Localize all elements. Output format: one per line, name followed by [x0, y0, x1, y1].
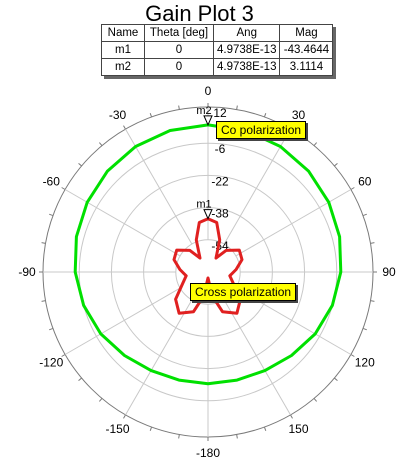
angle-tick-label: 60 [358, 175, 372, 189]
grid-tick [178, 434, 180, 439]
radial-tick-label: 12 [213, 106, 227, 120]
grid-tick [61, 354, 66, 357]
column-header-mag: Mag [279, 24, 334, 42]
grid-tick [178, 105, 180, 110]
grid-tick [49, 327, 54, 331]
cross-polarization-label: Cross polarization [190, 283, 297, 301]
grid-tick [98, 398, 103, 402]
marker-table: Name Theta [deg] Ang Mag m1 0 4.9738E-13… [101, 24, 334, 76]
marker-triangle [203, 209, 213, 220]
angle-tick-label: -90 [18, 265, 36, 279]
cell-theta: 0 [144, 58, 214, 76]
grid-tick [350, 187, 355, 190]
cell-mag: -43.4644 [279, 41, 334, 59]
grid-tick [370, 242, 375, 244]
chart-title: Gain Plot 3 [145, 1, 254, 26]
angle-tick-label: -60 [43, 175, 61, 189]
grid-tick [149, 113, 153, 118]
grid-spoke [223, 299, 291, 416]
grid-tick [263, 113, 267, 118]
angle-tick-label: -150 [105, 422, 129, 436]
grid-spoke [223, 128, 291, 245]
radial-tick-label: -6 [215, 142, 226, 156]
angle-tick-label: -120 [39, 356, 63, 370]
grid-tick [350, 354, 355, 357]
marker-label: m1 [196, 199, 211, 211]
grid-tick [41, 300, 46, 302]
angle-tick-label: -30 [109, 108, 127, 122]
grid-spoke [64, 189, 181, 257]
grid-tick [362, 327, 367, 331]
grid-tick [41, 242, 46, 244]
radial-tick-label: -54 [211, 239, 229, 253]
marker-triangle [203, 115, 213, 127]
grid-tick [236, 434, 238, 439]
angle-tick-label: 0 [205, 84, 212, 98]
grid-tick [334, 162, 338, 167]
grid-tick [334, 377, 338, 382]
angle-tick-label: 120 [355, 356, 375, 370]
grid-tick [149, 426, 153, 431]
angle-tick-label: 150 [288, 422, 308, 436]
grid-spoke [64, 287, 181, 355]
co-polarization-label: Co polarization [216, 121, 307, 139]
radial-tick-label: -22 [211, 174, 229, 188]
grid-tick [313, 142, 318, 146]
series-line [172, 217, 244, 315]
cell-mag: 3.1114 [279, 58, 334, 76]
grid-tick [61, 187, 66, 190]
column-header-name: Name [101, 24, 145, 42]
grid-spoke [125, 299, 193, 416]
series-line [73, 123, 343, 386]
marker-table-row: m2 0 4.9738E-13 3.1114 [101, 58, 334, 76]
grid-tick [123, 125, 126, 130]
grid-spoke [125, 128, 193, 245]
grid-tick [78, 162, 82, 167]
cell-name: m2 [101, 58, 145, 76]
marker-table-header: Name Theta [deg] Ang Mag [101, 24, 334, 42]
angle-tick-label: 30 [292, 108, 306, 122]
radial-tick-label: -38 [211, 207, 229, 221]
marker-label: m2 [196, 105, 211, 117]
grid-tick [236, 105, 238, 110]
grid-tick [98, 142, 103, 146]
grid-tick [313, 398, 318, 402]
grid-tick [290, 414, 293, 419]
grid-tick [78, 377, 82, 382]
grid-tick [263, 426, 267, 431]
grid-tick [362, 213, 367, 217]
grid-spoke [235, 189, 352, 257]
angle-tick-label: -180 [196, 446, 220, 460]
grid-tick [370, 300, 375, 302]
angle-tick-label: 90 [382, 265, 396, 279]
grid-tick [49, 213, 54, 217]
cell-ang: 4.9738E-13 [212, 58, 281, 76]
grid-tick [123, 414, 126, 419]
